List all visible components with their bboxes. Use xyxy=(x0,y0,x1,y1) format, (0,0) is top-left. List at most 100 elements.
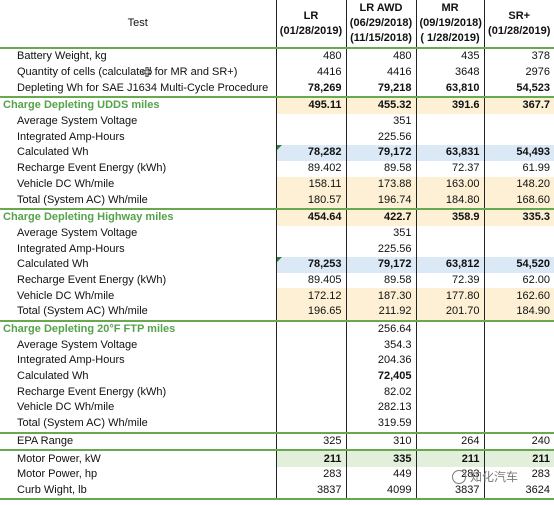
row-label: Motor Power, hp xyxy=(0,466,277,483)
row-label: Vehicle DC Wh/mile xyxy=(0,176,277,193)
row-label: Quantity of cells (calculated for MR and… xyxy=(0,64,277,81)
row-value: 325 xyxy=(276,432,347,452)
row-value: 62.00 xyxy=(522,273,550,286)
watermark: 知化汽车 xyxy=(452,468,518,485)
table-row: Average System Voltage 351 xyxy=(0,225,554,242)
table-row: Calculated Wh 78,253 79,172 63,812 54,520 xyxy=(0,256,554,273)
row-value xyxy=(484,369,554,385)
row-value: 72.39 xyxy=(416,272,485,289)
row-value: 78,253 xyxy=(276,256,347,273)
row-value: 4416 xyxy=(346,64,417,81)
row-label: Depleting Wh for SAE J1634 Multi-Cycle P… xyxy=(0,80,277,99)
row-value: 2976 xyxy=(525,66,550,79)
table-row: Quantity of cells (calculated for MR and… xyxy=(0,64,554,81)
row-label: Calculated Wh xyxy=(0,256,277,273)
header-lr: LR (01/28/2019) xyxy=(276,0,347,49)
table-row: Recharge Event Energy (kWh) 89.405 89.58 72… xyxy=(0,272,554,289)
row-value: 4099 xyxy=(346,482,417,501)
row-value xyxy=(276,225,347,242)
row-value xyxy=(484,384,554,400)
table-row: Motor Power, kW 211 335 211 211 xyxy=(0,450,554,467)
table-row: Integrated Amp-Hours 225.56 xyxy=(0,241,554,257)
row-value: 335 xyxy=(346,450,417,467)
row-value: 225.56 xyxy=(346,129,417,146)
row-value: 351 xyxy=(346,113,417,130)
row-value: 351 xyxy=(346,225,417,242)
row-label: Charge Depleting UDDS miles xyxy=(0,97,277,114)
table-row: Average System Voltage 354.3 xyxy=(0,337,554,354)
table-row: Motor Power, hp 283 449 283 283 xyxy=(0,466,554,483)
row-value: 78,282 xyxy=(276,145,347,161)
row-label: Curb Wight, lb xyxy=(0,482,277,501)
row-label: Recharge Event Energy (kWh) xyxy=(0,272,277,289)
row-value: 201.70 xyxy=(416,304,485,322)
row-value xyxy=(416,320,485,338)
row-label: Average System Voltage xyxy=(0,113,277,130)
table-row: Vehicle DC Wh/mile 282.13 xyxy=(0,400,554,416)
table-row: EPA Range 325 310 264 240 xyxy=(0,432,554,452)
row-value xyxy=(276,241,347,257)
row-value xyxy=(276,400,347,416)
row-label: Total (System AC) Wh/mile xyxy=(0,192,277,210)
row-value: 495.11 xyxy=(276,97,347,114)
row-value xyxy=(484,353,554,369)
row-value: 54,523 xyxy=(484,80,554,99)
row-value: 63,831 xyxy=(416,145,485,161)
row-value xyxy=(416,400,485,416)
row-value: 148.20 xyxy=(484,176,554,193)
section-row: Charge Depleting Highway miles 454.64 422.… xyxy=(0,208,554,226)
row-label: Integrated Amp-Hours xyxy=(0,129,277,146)
row-value: 79,172 xyxy=(346,256,417,273)
section-row: Charge Depleting 20°F FTP miles 256.64 xyxy=(0,320,554,338)
row-value: 72.37 xyxy=(416,160,485,177)
header-test: Test xyxy=(0,0,277,49)
row-value: 310 xyxy=(346,432,417,452)
row-label: Charge Depleting Highway miles xyxy=(0,208,277,226)
row-value xyxy=(276,113,347,130)
row-value: 283 xyxy=(416,466,485,483)
row-value: 89.58 xyxy=(346,272,417,289)
header-sr-plus: SR+ (01/28/2019) xyxy=(484,0,554,49)
table-row: Integrated Amp-Hours 225.56 xyxy=(0,129,554,146)
row-value xyxy=(484,226,554,242)
row-value: 196.65 xyxy=(276,304,347,322)
row-value: 367.7 xyxy=(484,97,554,114)
row-value: 79,172 xyxy=(346,145,417,161)
row-value: 211 xyxy=(276,450,347,467)
row-value xyxy=(484,129,554,145)
row-label: Recharge Event Energy (kWh) xyxy=(0,384,277,401)
row-value: 3624 xyxy=(484,482,554,501)
row-label: Integrated Amp-Hours xyxy=(0,353,277,369)
row-value: 61.99 xyxy=(522,162,550,175)
row-value: 187.30 xyxy=(346,288,417,304)
row-value xyxy=(416,225,485,242)
table-row: Curb Wight, lb 3837 4099 3837 3624 xyxy=(0,482,554,501)
table-row: Recharge Event Energy (kWh) 89.402 89.58 72… xyxy=(0,160,554,177)
row-value: 264 xyxy=(416,432,485,452)
row-value xyxy=(484,321,554,338)
row-label: Average System Voltage xyxy=(0,337,277,354)
table-row: Calculated Wh 78,282 79,172 63,831 54,493 xyxy=(0,145,554,161)
row-value xyxy=(276,368,347,385)
row-value: 196.74 xyxy=(346,192,417,210)
row-value: 89.402 xyxy=(276,160,347,177)
row-value: 240 xyxy=(484,432,554,452)
row-value xyxy=(276,320,347,338)
row-value: 378 xyxy=(531,50,550,63)
row-label: Total (System AC) Wh/mile xyxy=(0,304,277,322)
row-value: 211.92 xyxy=(346,304,417,322)
row-value: 173.88 xyxy=(346,176,417,193)
row-value: 89.58 xyxy=(346,160,417,177)
row-label: Total (System AC) Wh/mile xyxy=(0,415,277,434)
row-label: Vehicle DC Wh/mile xyxy=(0,288,277,304)
row-value xyxy=(484,337,554,353)
row-value: 4416 xyxy=(276,64,347,81)
row-value xyxy=(276,384,347,401)
row-value: 435 xyxy=(416,48,485,65)
row-value: 172.12 xyxy=(276,288,347,304)
row-label: Vehicle DC Wh/mile xyxy=(0,400,277,416)
table-row: Vehicle DC Wh/mile 172.12 187.30 177.80 162.… xyxy=(0,288,554,304)
row-label: Battery Weight, kg xyxy=(0,48,277,65)
table-row: Average System Voltage 351 xyxy=(0,113,554,130)
row-value xyxy=(416,368,485,385)
